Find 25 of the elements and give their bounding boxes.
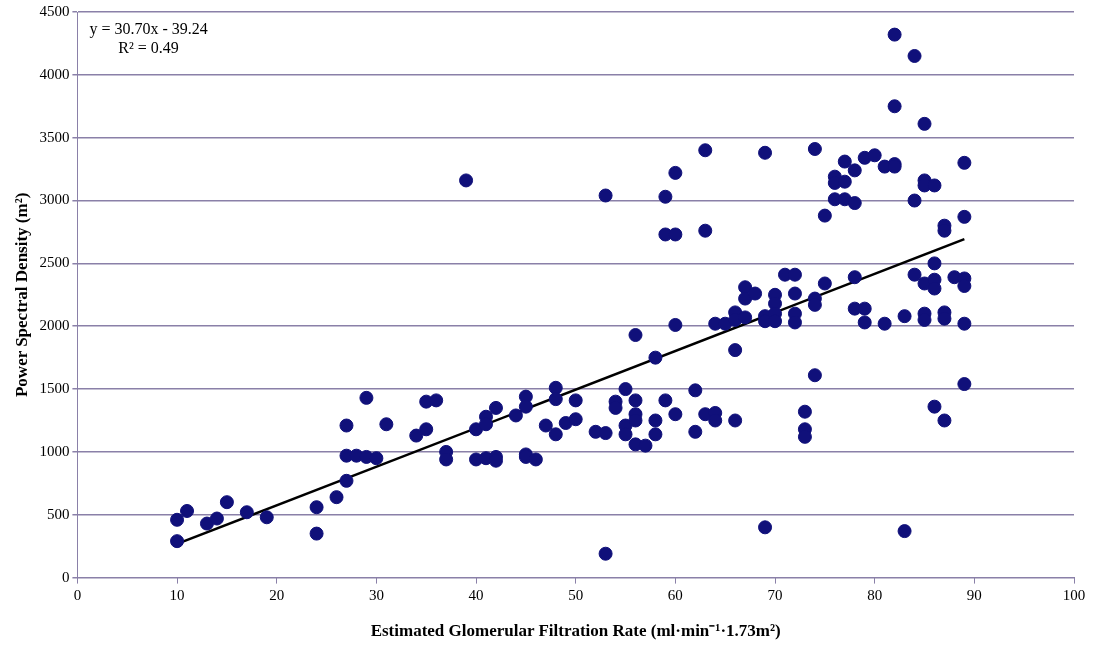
annotation: y = 30.70x - 39.24: [89, 20, 208, 39]
y-tick-label: 1000: [39, 442, 70, 459]
annotation: R² = 0.49: [118, 39, 179, 57]
x-tick-label: 40: [468, 586, 484, 603]
x-tick-label: 20: [269, 586, 285, 603]
x-axis-title: Estimated Glomerular Filtration Rate (ml·min⁻¹·1.73m²): [370, 621, 781, 641]
y-tick-label: 2000: [39, 317, 70, 334]
x-tick-label: 80: [867, 586, 883, 603]
x-tick-label: 50: [568, 586, 584, 603]
y-tick-label: 4500: [39, 2, 70, 19]
y-axis-title: Power Spectral Density (m²): [11, 192, 31, 398]
x-tick-label: 60: [667, 586, 683, 603]
y-tick-label: 3000: [39, 191, 70, 208]
x-tick-label: 10: [169, 586, 185, 603]
x-tick-label: 30: [368, 586, 384, 603]
x-tick-label: 100: [1062, 586, 1086, 603]
y-tick-label: 3500: [39, 128, 70, 145]
y-tick-label: 0: [61, 568, 70, 585]
x-tick-label: 0: [73, 586, 82, 603]
y-tick-label: 4000: [39, 65, 70, 82]
y-tick-label: 500: [46, 505, 70, 522]
y-tick-label: 1500: [39, 380, 70, 396]
x-tick-label: 70: [767, 586, 783, 603]
x-tick-label: 90: [966, 586, 982, 603]
y-tick-label: 2500: [39, 254, 70, 271]
